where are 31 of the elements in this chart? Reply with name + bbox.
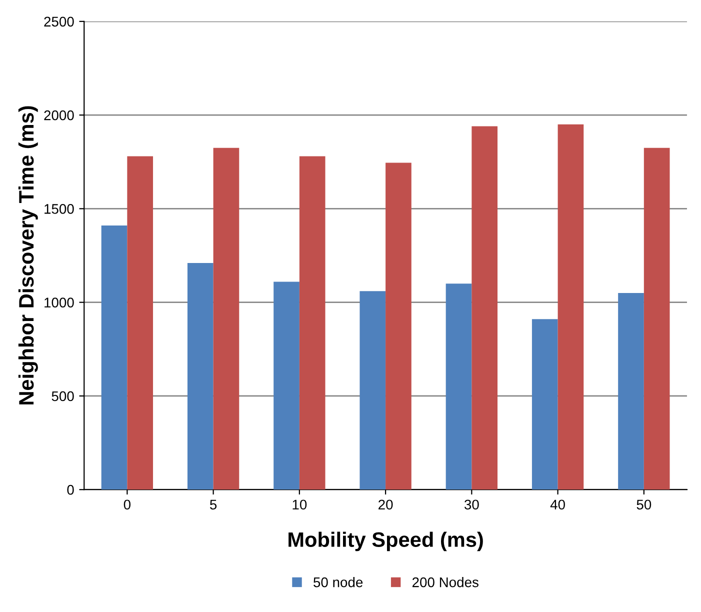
bar (532, 319, 558, 490)
x-tick-label: 50 (636, 500, 652, 510)
bar (644, 148, 670, 490)
y-tick-label: 1000 (44, 298, 74, 308)
bar (299, 156, 326, 490)
bar (127, 156, 154, 490)
y-axis-title: Neighbor Discovery Time (ms) (18, 106, 38, 404)
x-tick-label: 30 (464, 500, 479, 510)
bar (101, 226, 128, 490)
x-tick-label: 10 (292, 500, 307, 510)
legend-label: 200 Nodes (412, 577, 478, 588)
x-tick-label: 5 (210, 500, 217, 510)
y-tick-label: 2500 (44, 16, 74, 27)
x-tick-label: 40 (550, 500, 565, 510)
bar (213, 148, 240, 490)
bar (446, 284, 472, 490)
bar (618, 292, 644, 490)
y-tick-label: 500 (52, 391, 74, 402)
bar (386, 162, 412, 490)
bar (360, 291, 386, 490)
bar (274, 282, 300, 490)
y-tick-label: 2000 (44, 110, 74, 120)
legend-label: 50 node (314, 577, 363, 588)
x-axis-title: Mobility Speed (ms) (288, 532, 483, 552)
y-tick-label: 0 (67, 484, 74, 495)
y-tick-label: 1500 (44, 204, 74, 214)
bar (472, 126, 498, 490)
bar (187, 263, 214, 490)
bar (558, 124, 584, 490)
x-tick-label: 0 (124, 500, 130, 510)
x-tick-label: 20 (378, 500, 393, 510)
